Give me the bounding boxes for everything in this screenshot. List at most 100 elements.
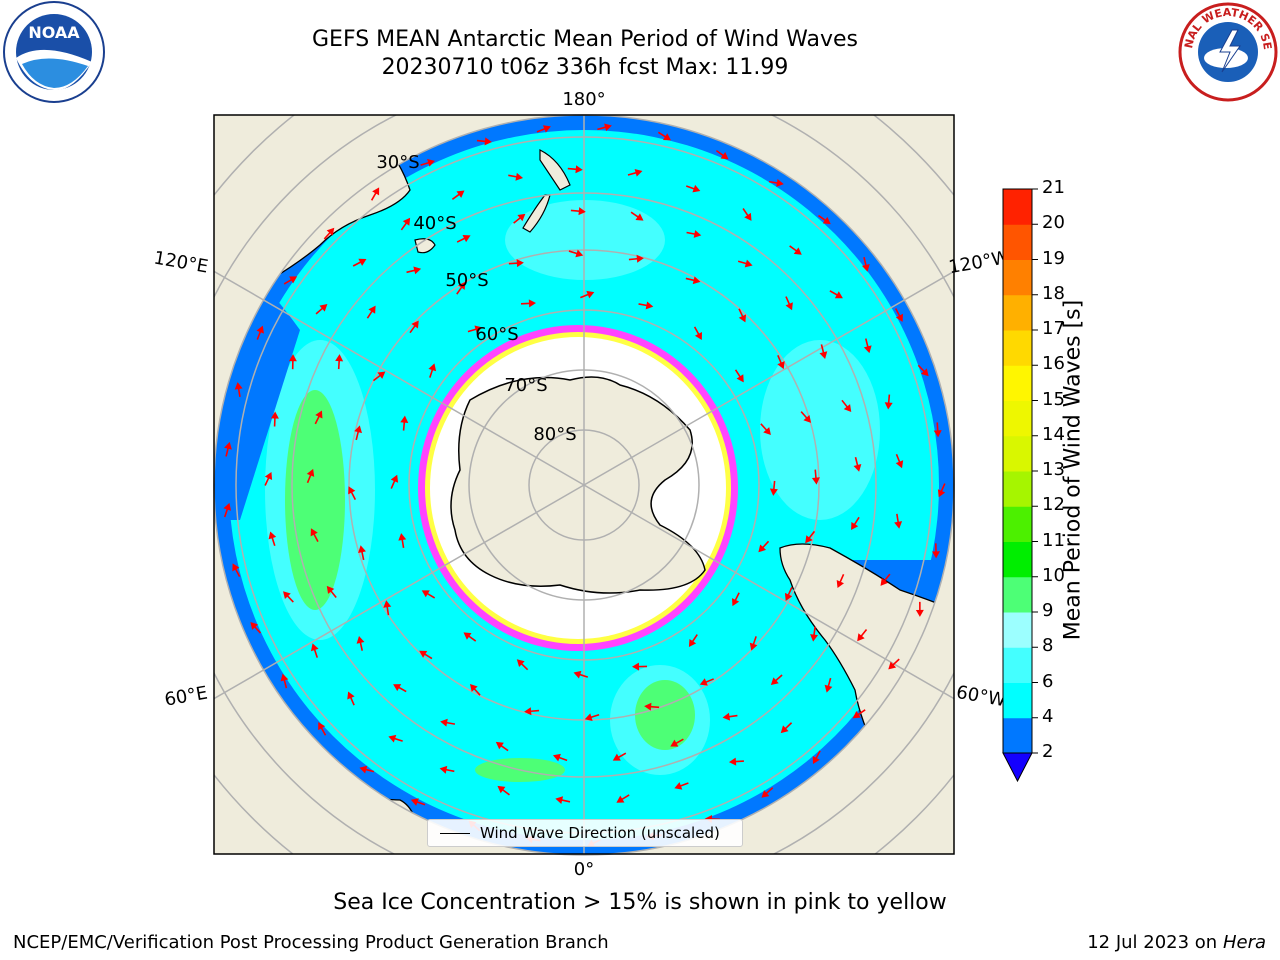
wind-wave-arrow (851, 516, 860, 531)
wind-wave-arrow (283, 276, 298, 285)
wind-wave-arrow (861, 256, 870, 272)
wind-wave-arrow (306, 468, 315, 484)
colorbar-tick-label: 18 (1042, 282, 1065, 304)
wind-wave-arrow (738, 308, 747, 323)
meridian-line (214, 484, 585, 700)
wind-wave-arrow (812, 750, 821, 765)
wind-wave-arrow (819, 344, 828, 360)
lat-label-50s: 50°S (445, 270, 488, 291)
wind-wave-arrow (789, 245, 802, 255)
wind-wave-arrow (880, 573, 891, 586)
wind-wave-arrow (234, 382, 243, 398)
wind-wave-arrow (310, 528, 319, 542)
colorbar-tick-label: 14 (1042, 423, 1065, 445)
wind-wave-arrow (728, 757, 744, 766)
new-zealand-north (539, 149, 571, 191)
wind-wave-arrow (516, 659, 529, 671)
wind-wave-arrow (638, 301, 654, 310)
wind-wave-arrow (888, 658, 900, 670)
wind-wave-arrow (915, 601, 924, 617)
ocean-mid-patch-north (505, 200, 665, 280)
map-frame (213, 114, 955, 855)
wind-wave-arrow (359, 765, 375, 774)
wind-wave-arrow (937, 483, 946, 498)
colorbar-tick-label: 8 (1042, 635, 1054, 657)
noaa-logo-icon: NOAA (3, 1, 105, 103)
wind-wave-arrow (409, 320, 419, 334)
lat-label-80s: 80°S (533, 424, 576, 445)
green-patch-south (635, 680, 695, 750)
wind-wave-arrow (497, 785, 510, 796)
lat-label-40s: 40°S (413, 213, 456, 234)
wind-wave-arrow (270, 411, 279, 427)
colorbar-segment (1003, 506, 1032, 542)
wind-wave-arrow (715, 149, 729, 160)
wind-wave-arrow (451, 190, 465, 200)
wind-wave-arrow (256, 325, 264, 340)
wind-wave-arrow (933, 422, 942, 438)
wind-wave-arrow (685, 276, 701, 285)
sea-ice-caption: Sea Ice Concentration > 15% is shown in … (333, 890, 947, 915)
wind-wave-arrow (863, 338, 872, 354)
colorbar-segment (1003, 294, 1032, 331)
wind-wave-arrow (268, 531, 277, 547)
wind-wave-arrow (352, 258, 367, 267)
colorbar (1002, 188, 1038, 783)
wind-wave-arrow (314, 410, 323, 425)
noaa-logo-text: NOAA (28, 23, 80, 42)
wind-wave-arrow (895, 453, 904, 469)
wind-wave-arrow (552, 753, 568, 762)
wind-wave-arrow (570, 207, 586, 216)
title-line-1: GEFS MEAN Antarctic Mean Period of Wind … (312, 27, 858, 52)
wind-wave-arrow (784, 586, 793, 601)
colorbar-tick-label: 6 (1042, 670, 1054, 692)
wind-wave-arrow (597, 123, 612, 132)
wind-wave-arrow (818, 214, 831, 225)
colorbar-segment (1003, 471, 1032, 507)
footer-date: 12 Jul 2023 on Hera (1087, 932, 1266, 953)
wind-wave-arrow (630, 211, 644, 221)
nws-logo-icon: NATIONAL WEATHER SERVICE (1176, 0, 1278, 102)
colorbar-tick-label: 21 (1042, 177, 1065, 198)
wind-wave-arrow (894, 308, 903, 322)
wind-wave-arrow (573, 670, 589, 679)
wind-wave-arrow (853, 457, 862, 472)
wind-wave-arrow (584, 713, 600, 721)
wind-wave-arrow (406, 266, 422, 275)
antarctica (450, 376, 706, 594)
colorbar-segment (1003, 400, 1032, 437)
wind-wave-arrow (785, 296, 793, 311)
colorbar-tick-label: 15 (1042, 388, 1065, 410)
lat-label-30s: 30°S (376, 152, 419, 173)
colorbar-segment (1003, 541, 1032, 578)
colorbar-tick-label: 12 (1042, 494, 1065, 516)
wind-wave-arrow (674, 782, 689, 790)
wind-wave-arrow (508, 259, 524, 268)
legend-label: Wind Wave Direction (unscaled) (480, 824, 720, 842)
map-legend: Wind Wave Direction (unscaled) (427, 819, 743, 847)
wind-wave-arrow (393, 684, 407, 693)
wind-wave-arrow (439, 765, 455, 774)
wind-wave-arrow (318, 722, 327, 736)
wind-wave-arrow (841, 399, 852, 413)
wind-wave-arrow (513, 213, 526, 224)
meridian-line (583, 270, 954, 486)
wind-wave-arrow (686, 230, 702, 238)
wind-wave-arrow (693, 326, 702, 341)
wind-wave-arrow (627, 168, 643, 177)
wind-wave-arrow (440, 718, 456, 727)
wind-wave-arrow (670, 738, 684, 747)
wind-wave-arrow (884, 394, 893, 410)
wind-wave-arrow (780, 722, 793, 734)
wind-wave-arrow (356, 636, 365, 651)
colorbar-segment (1003, 224, 1032, 260)
wind-wave-arrow (348, 486, 357, 500)
wind-wave-arrow (288, 354, 297, 370)
wind-wave-arrow (326, 585, 337, 599)
wind-wave-arrow (508, 172, 524, 181)
wind-wave-arrow (567, 165, 583, 174)
wind-wave-arrow (421, 590, 436, 599)
colorbar-segment (1003, 259, 1032, 296)
wind-wave-arrow (358, 545, 366, 561)
meridian-label-60w: 60°W (955, 682, 1008, 711)
